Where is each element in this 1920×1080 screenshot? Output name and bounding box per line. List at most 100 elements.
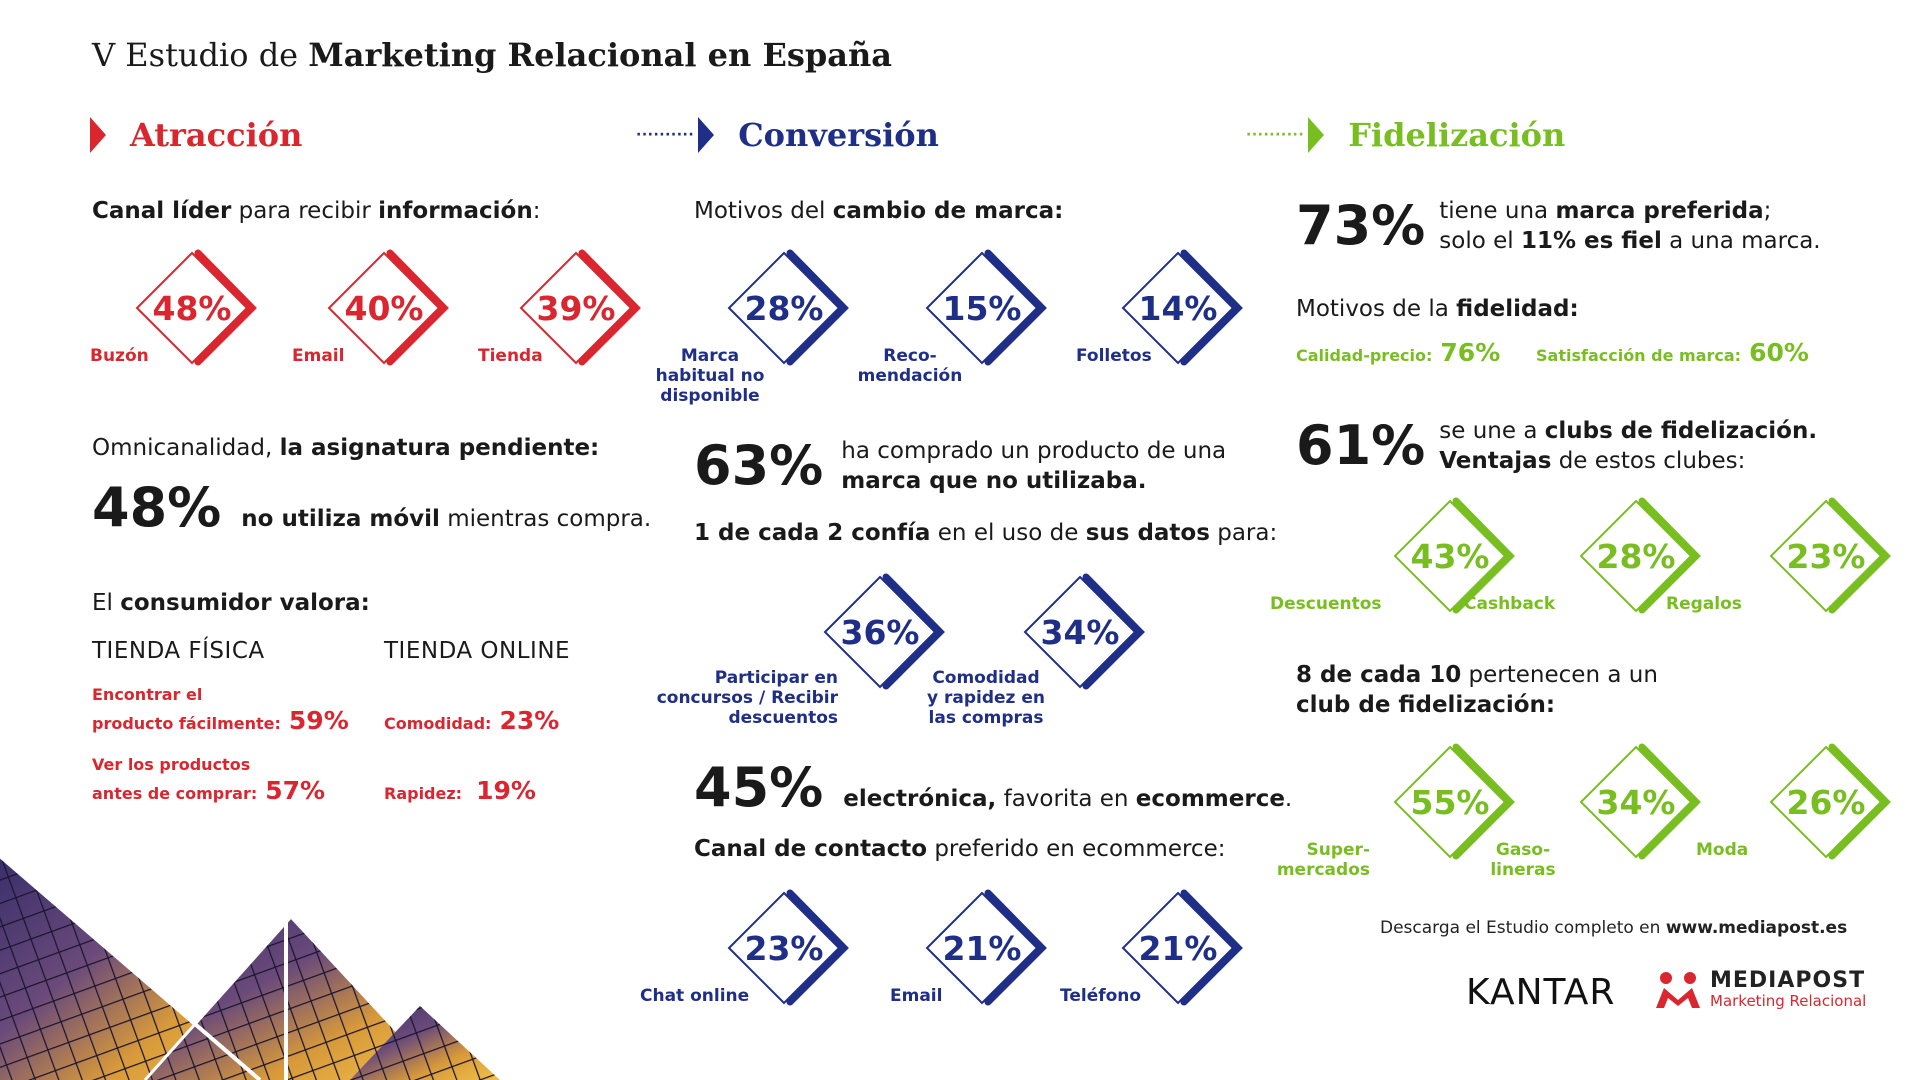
ventaja-diamond: 28% Cashback: [1464, 497, 1738, 648]
contacto-label: Email: [890, 986, 943, 1006]
omni-heading: Omnicanalidad, la asignatura pendiente:: [92, 435, 600, 461]
stat-63: 63% ha comprado un producto de una marca…: [694, 434, 1227, 497]
club-diamond: 34% Gaso- lineras: [1490, 743, 1738, 894]
datos-label: Comodidad y rapidez en las compras: [927, 668, 1045, 728]
diamond-shape: 23%: [726, 889, 849, 1006]
section-header-conversion: ·········· Conversión: [636, 112, 939, 158]
club-label: Gaso- lineras: [1490, 840, 1556, 880]
diamond-shape: 34%: [1022, 573, 1145, 690]
datos-pct: 36%: [840, 612, 920, 652]
motivo-pct: 14%: [1138, 288, 1218, 328]
fidelidad-item: Calidad-precio: 76%: [1296, 338, 1501, 367]
motivos-heading: Motivos del cambio de marca:: [694, 198, 1064, 224]
section-label-conversion: Conversión: [738, 116, 939, 154]
section-label-attraction: Atracción: [130, 116, 303, 154]
download-link[interactable]: www.mediapost.es: [1665, 918, 1848, 938]
datos-diamond: 34% Comodidad y rapidez en las compras: [927, 573, 1182, 728]
page-title: V Estudio de Marketing Relacional en Esp…: [92, 36, 892, 74]
physical-item: Encontrar el producto fácilmente: 59%: [92, 685, 349, 735]
omni-stat: 48% no utiliza móvil mientras compra.: [92, 476, 652, 539]
stat-45: 45% electrónica, favorita en ecommerce.: [694, 756, 1293, 819]
datos-label: Participar en concursos / Recibir descue…: [656, 668, 838, 728]
diamond-shape: 23%: [1768, 497, 1891, 614]
channel-pct: 48%: [152, 288, 232, 328]
contacto-diamond: 23% Chat online: [640, 889, 886, 1040]
diamond-shape: 21%: [1120, 889, 1243, 1006]
arrow-right-icon: [1308, 117, 1325, 153]
dotted-line-icon: ··········: [1246, 127, 1305, 143]
diamond-shape: 39%: [518, 249, 641, 366]
motivo-diamond: 28% Marca habitual no disponible: [656, 249, 886, 406]
ventaja-pct: 43%: [1410, 536, 1490, 576]
motivo-label: Folletos: [1076, 346, 1152, 366]
channel-label: Email: [292, 346, 345, 366]
contacto-diamond: 21% Email: [884, 889, 1084, 1040]
channel-diamond: 48% Buzón: [90, 249, 294, 400]
ventaja-label: Cashback: [1464, 594, 1556, 614]
diamond-shape: 21%: [924, 889, 1047, 1006]
ventaja-label: Descuentos: [1270, 594, 1382, 614]
fidelidad-heading: Motivos de la fidelidad:: [1296, 296, 1579, 322]
online-item: Rapidez: 19%: [384, 776, 536, 805]
contacto-pct: 21%: [942, 928, 1022, 968]
club-pct: 55%: [1410, 782, 1490, 822]
ventaja-pct: 23%: [1786, 536, 1866, 576]
diamond-shape: 28%: [726, 249, 849, 366]
motivo-diamond: 15% Reco- mendación: [858, 249, 1084, 400]
channel-label: Buzón: [90, 346, 149, 366]
section-header-attraction: Atracción: [90, 112, 302, 158]
canal-heading: Canal líder para recibir información:: [92, 198, 541, 224]
contacto-heading: Canal de contacto preferido en ecommerce…: [694, 836, 1226, 862]
stat-45-pct: 45%: [694, 756, 824, 819]
channel-pct: 39%: [536, 288, 616, 328]
title-prefix: V Estudio de: [92, 36, 309, 74]
stat-61: 61% se une a clubs de fidelización. Vent…: [1296, 414, 1818, 477]
channel-label: Tienda: [478, 346, 543, 366]
arrow-right-icon: [90, 117, 106, 153]
club-pct: 34%: [1596, 782, 1676, 822]
ventaja-diamond: 23% Regalos: [1666, 497, 1920, 648]
fidelidad-item: Satisfacción de marca: 60%: [1536, 338, 1809, 367]
physical-item: Ver los productos antes de comprar: 57%: [92, 755, 326, 805]
contacto-pct: 23%: [744, 928, 824, 968]
club-diamond: 55% Super- mercados: [1277, 743, 1552, 894]
mediapost-mark-icon: [1656, 972, 1700, 1008]
ventaja-pct: 28%: [1596, 536, 1676, 576]
dotted-line-icon: ··········: [636, 127, 695, 143]
datos-diamond: 36% Participar en concursos / Recibir de…: [657, 573, 982, 728]
stat-73: 73% tiene una marca preferida; solo el 1…: [1296, 194, 1821, 257]
diamond-shape: 36%: [822, 573, 945, 690]
diamond-shape: 26%: [1768, 743, 1891, 860]
motivo-diamond: 14% Folletos: [1076, 249, 1280, 400]
channel-diamond: 39% Tienda: [478, 249, 678, 400]
diamond-shape: 43%: [1392, 497, 1515, 614]
store-physical-title: TIENDA FÍSICA: [92, 638, 265, 664]
ventaja-diamond: 43% Descuentos: [1270, 497, 1552, 648]
club-heading: 8 de cada 10 pertenecen a un club de fid…: [1296, 662, 1658, 718]
valora-heading: El consumidor valora:: [92, 590, 370, 616]
online-item: Comodidad: 23%: [384, 706, 560, 735]
diamond-shape: 28%: [1578, 497, 1701, 614]
channel-pct: 40%: [344, 288, 424, 328]
stat-63-pct: 63%: [694, 434, 824, 497]
ventaja-label: Regalos: [1666, 594, 1742, 614]
section-label-loyalty: Fidelización: [1348, 116, 1566, 154]
contacto-pct: 21%: [1138, 928, 1218, 968]
club-pct: 26%: [1786, 782, 1866, 822]
contacto-label: Teléfono: [1060, 986, 1142, 1006]
title-bold: Marketing Relacional en España: [308, 36, 892, 74]
motivo-label: Marca habitual no disponible: [655, 346, 765, 406]
datos-heading: 1 de cada 2 confía en el uso de sus dato…: [694, 520, 1278, 546]
stat-61-pct: 61%: [1296, 414, 1426, 477]
channel-diamond: 40% Email: [286, 249, 486, 400]
club-label: Moda: [1696, 840, 1749, 860]
kantar-logo: KANTAR: [1466, 972, 1616, 1013]
motivo-pct: 15%: [942, 288, 1022, 328]
datos-pct: 34%: [1040, 612, 1120, 652]
architecture-photo: [0, 856, 500, 1080]
contacto-label: Chat online: [640, 986, 750, 1006]
omni-pct: 48%: [92, 476, 222, 539]
diamond-shape: 14%: [1120, 249, 1243, 366]
diamond-shape: 48%: [134, 249, 257, 366]
mediapost-logo: MEDIAPOST Marketing Relacional: [1654, 970, 1866, 1010]
